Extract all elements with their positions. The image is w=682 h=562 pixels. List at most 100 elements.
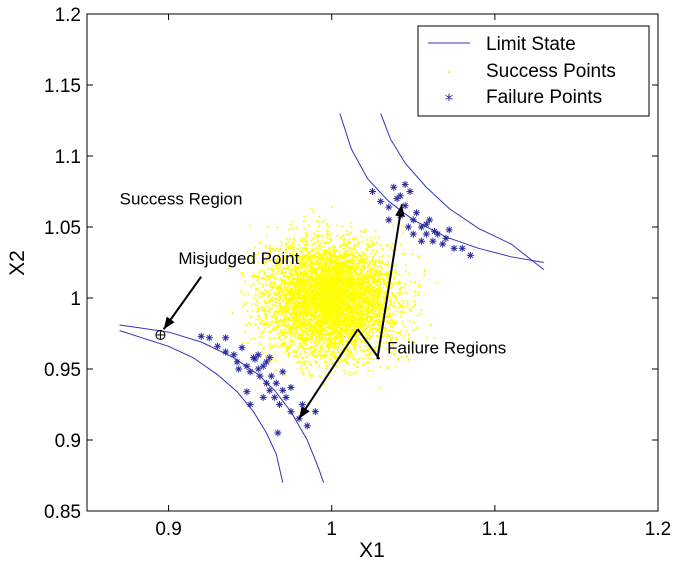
success-point <box>307 252 310 255</box>
success-point <box>357 334 360 336</box>
success-point <box>266 321 269 324</box>
success-point <box>389 301 392 303</box>
success-point <box>368 264 371 266</box>
success-point <box>352 273 355 276</box>
success-point <box>300 314 303 317</box>
success-point <box>358 323 360 326</box>
success-point <box>385 272 388 275</box>
success-point <box>356 272 359 275</box>
success-point <box>349 295 352 298</box>
success-point <box>319 311 322 314</box>
success-point <box>328 262 331 265</box>
success-point <box>330 257 333 260</box>
success-point <box>313 268 316 270</box>
success-point <box>371 328 373 330</box>
success-point <box>316 330 319 333</box>
success-point <box>301 251 303 254</box>
success-point <box>317 240 319 243</box>
success-point <box>384 333 386 336</box>
success-point <box>333 356 336 358</box>
success-point <box>354 287 357 290</box>
success-point <box>307 264 310 267</box>
success-point <box>285 305 288 308</box>
success-point <box>326 241 329 244</box>
success-point <box>321 269 324 272</box>
success-point <box>380 282 382 284</box>
success-point <box>358 260 361 263</box>
success-point <box>404 264 407 267</box>
success-point <box>386 367 389 370</box>
success-point <box>367 311 370 313</box>
success-point <box>380 306 383 309</box>
success-point <box>324 328 326 331</box>
success-point <box>344 303 346 306</box>
success-point <box>327 268 330 270</box>
success-point <box>374 283 377 285</box>
success-point <box>329 309 331 312</box>
success-point <box>345 283 348 285</box>
success-point <box>341 278 344 281</box>
success-point <box>249 323 252 326</box>
success-point <box>313 350 316 353</box>
success-point <box>310 325 313 328</box>
success-point <box>276 332 279 335</box>
success-point <box>414 281 416 284</box>
success-point <box>295 306 298 308</box>
success-point <box>395 310 398 313</box>
success-point <box>340 300 343 302</box>
success-point <box>343 255 345 257</box>
success-point <box>318 251 321 254</box>
success-point <box>294 323 297 326</box>
success-point <box>264 278 267 281</box>
success-point <box>318 304 321 307</box>
success-point <box>376 341 379 343</box>
success-point <box>311 237 314 240</box>
success-point <box>241 342 244 344</box>
success-point <box>303 228 306 231</box>
success-point <box>344 259 347 262</box>
success-point <box>319 348 322 350</box>
success-point <box>307 293 310 296</box>
success-point <box>313 280 316 283</box>
success-point <box>352 324 355 327</box>
success-point <box>398 292 401 294</box>
success-point <box>294 267 297 269</box>
success-point <box>375 249 378 252</box>
success-point <box>335 330 338 333</box>
success-point <box>319 310 322 312</box>
success-point <box>285 252 288 254</box>
success-point <box>310 263 313 266</box>
success-point <box>357 362 360 364</box>
success-point <box>287 301 289 303</box>
success-point <box>336 364 338 367</box>
success-point <box>377 281 380 284</box>
success-point <box>287 347 289 350</box>
success-point <box>330 358 333 361</box>
success-point <box>280 339 282 341</box>
success-point <box>287 345 290 348</box>
success-point <box>301 309 304 312</box>
success-point <box>306 302 309 304</box>
success-point <box>360 230 362 233</box>
success-point <box>296 293 299 296</box>
success-point <box>367 306 370 309</box>
success-point <box>285 256 288 259</box>
success-point <box>313 290 315 293</box>
success-point <box>319 247 321 250</box>
success-point <box>288 340 291 343</box>
success-point <box>264 283 267 286</box>
success-point <box>323 318 326 321</box>
success-point <box>254 275 257 278</box>
success-point <box>329 232 332 235</box>
success-point <box>295 254 297 256</box>
success-point <box>333 352 336 355</box>
success-point <box>373 321 376 323</box>
success-point <box>374 289 376 292</box>
success-point <box>331 245 334 248</box>
success-point <box>284 321 287 324</box>
success-point <box>271 247 274 250</box>
success-point <box>292 327 295 330</box>
success-point <box>365 312 368 315</box>
success-point <box>283 351 286 354</box>
success-point <box>371 327 374 329</box>
